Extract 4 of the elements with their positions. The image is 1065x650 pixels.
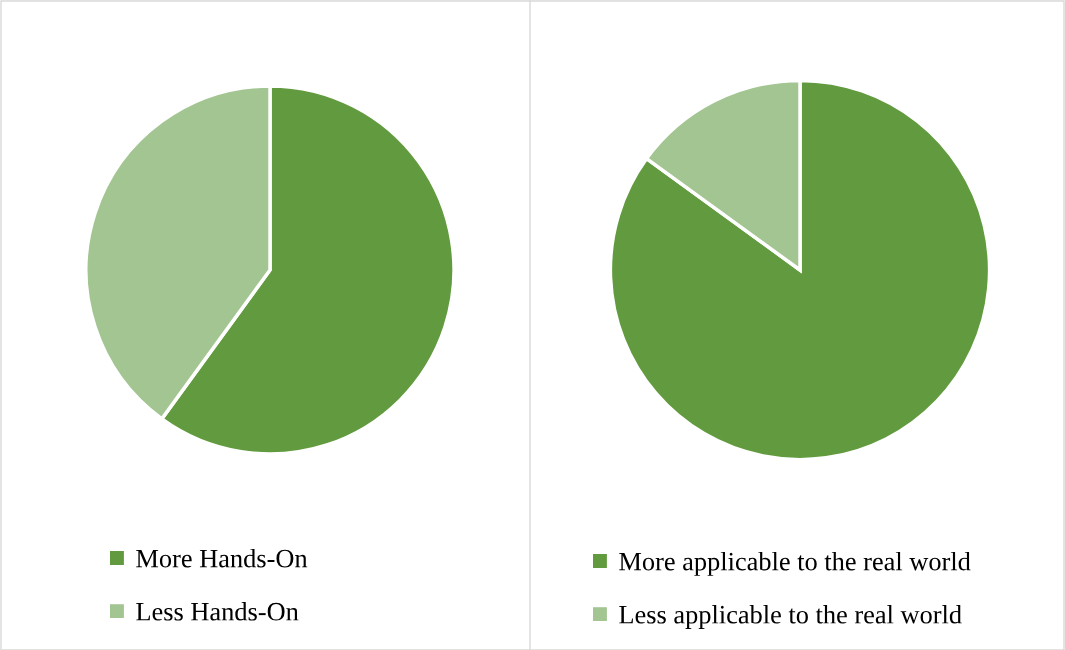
legend-label: Less Hands-On [136,602,299,621]
legend-label: Less applicable to the real world [619,605,962,629]
legend-label: More applicable to the real world [619,551,971,576]
legend-label: More Hands-On [136,548,308,568]
